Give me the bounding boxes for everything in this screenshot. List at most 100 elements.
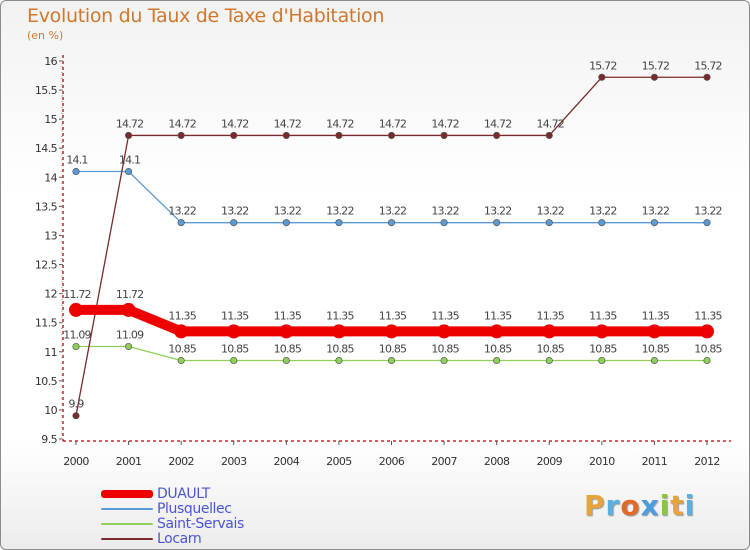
data-point-saint-servais[interactable] — [703, 356, 711, 365]
data-label-plusquellec: 13.22 — [221, 205, 249, 218]
x-tick-label: 2004 — [274, 455, 300, 468]
data-point-locarn[interactable] — [177, 131, 185, 139]
x-tick-label: 2009 — [536, 455, 562, 468]
data-point-locarn[interactable] — [125, 131, 133, 139]
data-point-saint-servais[interactable] — [598, 356, 606, 365]
data-point-saint-servais[interactable] — [650, 356, 658, 365]
data-point-locarn[interactable] — [387, 131, 396, 139]
axes: 9.5 10 10.5 11 11.5 12 12.5 13 13.5 14 14.5 15 15.5 1… — [35, 55, 731, 468]
x-tick-label: 2008 — [484, 455, 510, 468]
y-tick-label: 11.5 — [35, 317, 58, 330]
data-label-saint-servais: 10.85 — [694, 342, 722, 355]
data-point-duault[interactable] — [279, 324, 294, 339]
data-label-locarn: 15.72 — [642, 59, 670, 72]
data-label-plusquellec: 14.1 — [66, 153, 87, 166]
data-label-saint-servais: 10.85 — [168, 342, 196, 355]
legend-label-plusquellec: Plusquellec — [157, 500, 232, 517]
data-point-duault[interactable] — [542, 324, 557, 339]
data-point-locarn[interactable] — [703, 73, 711, 81]
y-tick-label: 15 — [44, 113, 57, 126]
x-tick-label: 2010 — [589, 455, 615, 468]
data-label-saint-servais: 10.85 — [221, 342, 249, 355]
data-label-locarn: 15.72 — [589, 59, 617, 72]
x-tick-label: 2003 — [221, 455, 247, 468]
data-point-plusquellec[interactable] — [125, 167, 133, 176]
data-point-plusquellec[interactable] — [598, 219, 606, 227]
data-label-locarn: 14.72 — [221, 117, 249, 130]
data-label-duault: 11.35 — [589, 309, 617, 322]
data-point-duault[interactable] — [226, 324, 241, 339]
data-label-locarn: 14.72 — [326, 117, 354, 130]
data-point-saint-servais[interactable] — [440, 356, 448, 365]
data-point-saint-servais[interactable] — [177, 356, 185, 365]
data-point-duault[interactable] — [437, 324, 452, 339]
data-label-plusquellec: 14.1 — [119, 153, 140, 166]
data-point-locarn[interactable] — [545, 131, 553, 139]
legend-swatch-locarn — [101, 537, 153, 540]
data-point-duault[interactable] — [647, 324, 662, 339]
data-point-locarn[interactable] — [440, 131, 448, 139]
data-point-saint-servais[interactable] — [545, 356, 553, 365]
data-point-plusquellec[interactable] — [703, 219, 711, 227]
y-tick-label: 10 — [44, 404, 57, 417]
data-label-plusquellec: 13.22 — [274, 205, 302, 218]
data-label-duault: 11.35 — [537, 309, 565, 322]
data-point-plusquellec[interactable] — [650, 219, 658, 227]
y-tick-label: 16 — [44, 55, 57, 68]
data-label-plusquellec: 13.22 — [694, 205, 722, 218]
data-point-saint-servais[interactable] — [230, 356, 238, 365]
data-point-duault[interactable] — [331, 324, 346, 339]
data-point-plusquellec[interactable] — [177, 219, 185, 227]
data-label-duault: 11.35 — [221, 309, 249, 322]
data-point-plusquellec[interactable] — [545, 219, 553, 227]
x-tick-label: 2007 — [431, 455, 457, 468]
data-point-locarn[interactable] — [598, 73, 606, 81]
data-label-saint-servais: 10.85 — [537, 342, 565, 355]
data-point-plusquellec[interactable] — [387, 219, 396, 227]
data-point-locarn[interactable] — [282, 131, 290, 139]
data-label-locarn: 14.72 — [431, 117, 459, 130]
data-label-plusquellec: 13.22 — [431, 205, 459, 218]
data-point-locarn[interactable] — [650, 73, 658, 81]
y-tick-label: 13 — [44, 229, 57, 242]
data-point-saint-servais[interactable] — [125, 342, 133, 351]
data-label-locarn: 9.9 — [68, 398, 84, 411]
data-point-plusquellec[interactable] — [72, 167, 80, 176]
data-point-saint-servais[interactable] — [72, 342, 80, 351]
data-point-duault[interactable] — [121, 302, 136, 317]
x-tick-label: 2002 — [168, 455, 194, 468]
data-point-locarn[interactable] — [335, 131, 343, 139]
data-label-duault: 11.35 — [168, 309, 196, 322]
data-point-duault[interactable] — [174, 324, 189, 339]
data-label-duault: 11.35 — [484, 309, 512, 322]
y-tick-label: 14.5 — [35, 142, 58, 155]
data-point-saint-servais[interactable] — [335, 356, 343, 365]
data-point-saint-servais[interactable] — [493, 356, 501, 365]
data-point-duault[interactable] — [489, 324, 504, 339]
data-point-duault[interactable] — [69, 302, 83, 317]
data-point-locarn[interactable] — [72, 412, 80, 420]
legend-item-dualt[interactable]: DUAULT — [101, 486, 244, 502]
data-point-saint-servais[interactable] — [282, 356, 290, 365]
data-label-saint-servais: 10.85 — [589, 342, 617, 355]
data-point-plusquellec[interactable] — [335, 219, 343, 227]
data-label-saint-servais: 11.09 — [63, 329, 91, 342]
legend-swatch-dualt — [101, 489, 153, 498]
data-label-duault: 11.35 — [694, 309, 722, 322]
data-point-duault[interactable] — [384, 324, 399, 339]
data-point-locarn[interactable] — [493, 131, 501, 139]
data-point-duault[interactable] — [700, 324, 714, 339]
legend-item-saint-servais[interactable]: Saint-Servais — [101, 516, 244, 532]
data-point-locarn[interactable] — [230, 131, 238, 139]
data-point-plusquellec[interactable] — [440, 219, 448, 227]
data-point-duault[interactable] — [594, 324, 609, 339]
data-point-plusquellec[interactable] — [493, 219, 501, 227]
data-point-saint-servais[interactable] — [387, 356, 396, 365]
legend-item-plusquellec[interactable]: Plusquellec — [101, 500, 244, 517]
legend-item-locarn[interactable]: Locarn — [101, 531, 244, 547]
legend: DUAULT Plusquellec Saint-Servais Locarn — [101, 486, 244, 547]
data-point-plusquellec[interactable] — [230, 219, 238, 227]
data-label-plusquellec: 13.22 — [326, 205, 354, 218]
data-label-duault: 11.35 — [326, 309, 354, 322]
data-point-plusquellec[interactable] — [282, 219, 290, 227]
